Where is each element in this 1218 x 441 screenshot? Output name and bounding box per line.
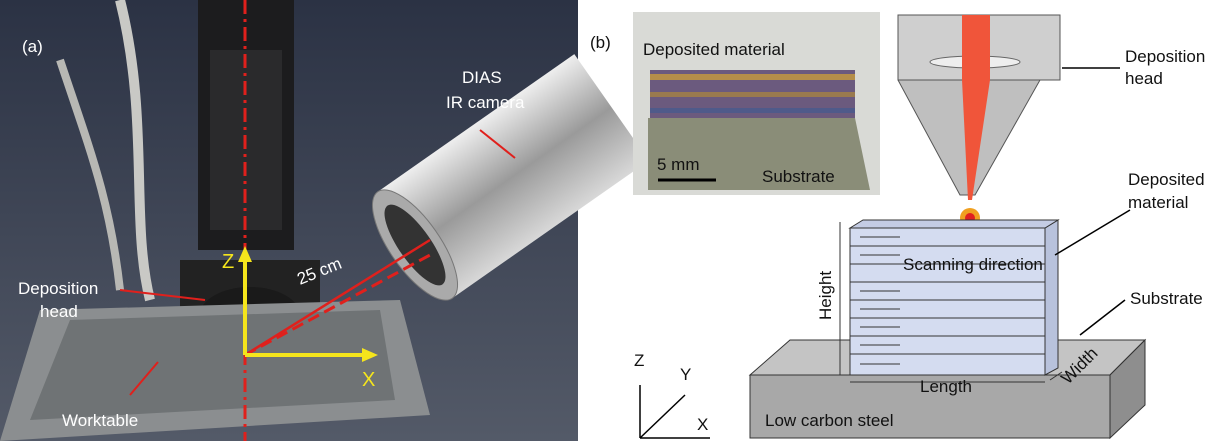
inset-label: Substrate xyxy=(762,167,835,186)
annotation: Deposition xyxy=(18,279,98,298)
annotation: Deposition xyxy=(1125,47,1205,66)
material-label: Low carbon steel xyxy=(765,411,894,430)
annotation: Substrate xyxy=(1130,289,1203,308)
annotation: material xyxy=(1128,193,1188,212)
scale-bar-label: 5 mm xyxy=(657,155,700,174)
axis-label: X xyxy=(697,415,708,434)
annotation: Scanning direction xyxy=(903,255,1043,274)
annotation: Worktable xyxy=(62,411,138,430)
axis-label: Z xyxy=(634,351,644,370)
dimension-label: Height xyxy=(816,271,835,320)
annotation: head xyxy=(1125,69,1163,88)
inset-label: Deposited material xyxy=(643,40,785,59)
axis-label: X xyxy=(362,369,375,391)
panel-label: (a) xyxy=(22,37,43,56)
dimension-label: Length xyxy=(920,377,972,396)
axis-label: Y xyxy=(680,365,691,384)
annotation: Deposited xyxy=(1128,170,1205,189)
annotation: IR camera xyxy=(446,93,525,112)
annotation: DIAS xyxy=(462,68,502,87)
panel-label: (b) xyxy=(590,33,611,52)
photo-a xyxy=(0,0,649,441)
axis-label: Z xyxy=(222,251,234,273)
figure: (a) DIAS IR camera 25 cm Z X Deposition … xyxy=(0,0,1218,441)
annotation: head xyxy=(40,302,78,321)
